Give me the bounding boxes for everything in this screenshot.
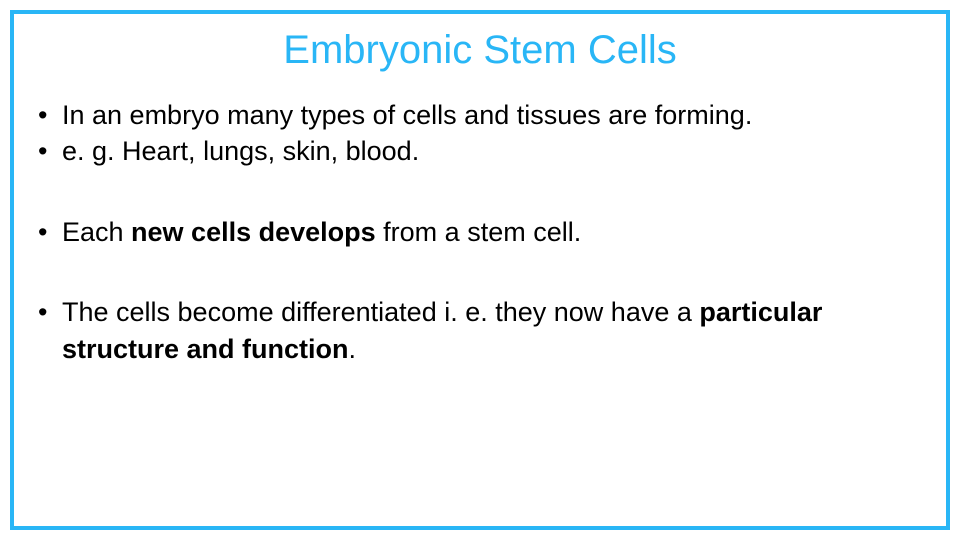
bullet-item: Each new cells develops from a stem cell…: [34, 214, 926, 250]
bullet-list: In an embryo many types of cells and tis…: [34, 97, 926, 367]
bullet-text-bold: new cells develops: [131, 217, 383, 247]
bullet-text: Each: [62, 217, 131, 247]
bullet-text: The cells become differentiated i. e. th…: [62, 297, 699, 327]
bullet-text: from a stem cell.: [383, 217, 581, 247]
spacer: [34, 170, 926, 214]
bullet-text: In an embryo many types of cells and tis…: [62, 100, 752, 130]
bullet-item: In an embryo many types of cells and tis…: [34, 97, 926, 133]
bullet-text: e. g. Heart, lungs, skin, blood.: [62, 136, 419, 166]
slide: Embryonic Stem Cells In an embryo many t…: [0, 0, 960, 540]
slide-title: Embryonic Stem Cells: [34, 28, 926, 73]
bullet-item: The cells become differentiated i. e. th…: [34, 294, 926, 367]
bullet-item: e. g. Heart, lungs, skin, blood.: [34, 133, 926, 169]
spacer: [34, 250, 926, 294]
bullet-text: .: [349, 334, 357, 364]
slide-frame: Embryonic Stem Cells In an embryo many t…: [10, 10, 950, 530]
